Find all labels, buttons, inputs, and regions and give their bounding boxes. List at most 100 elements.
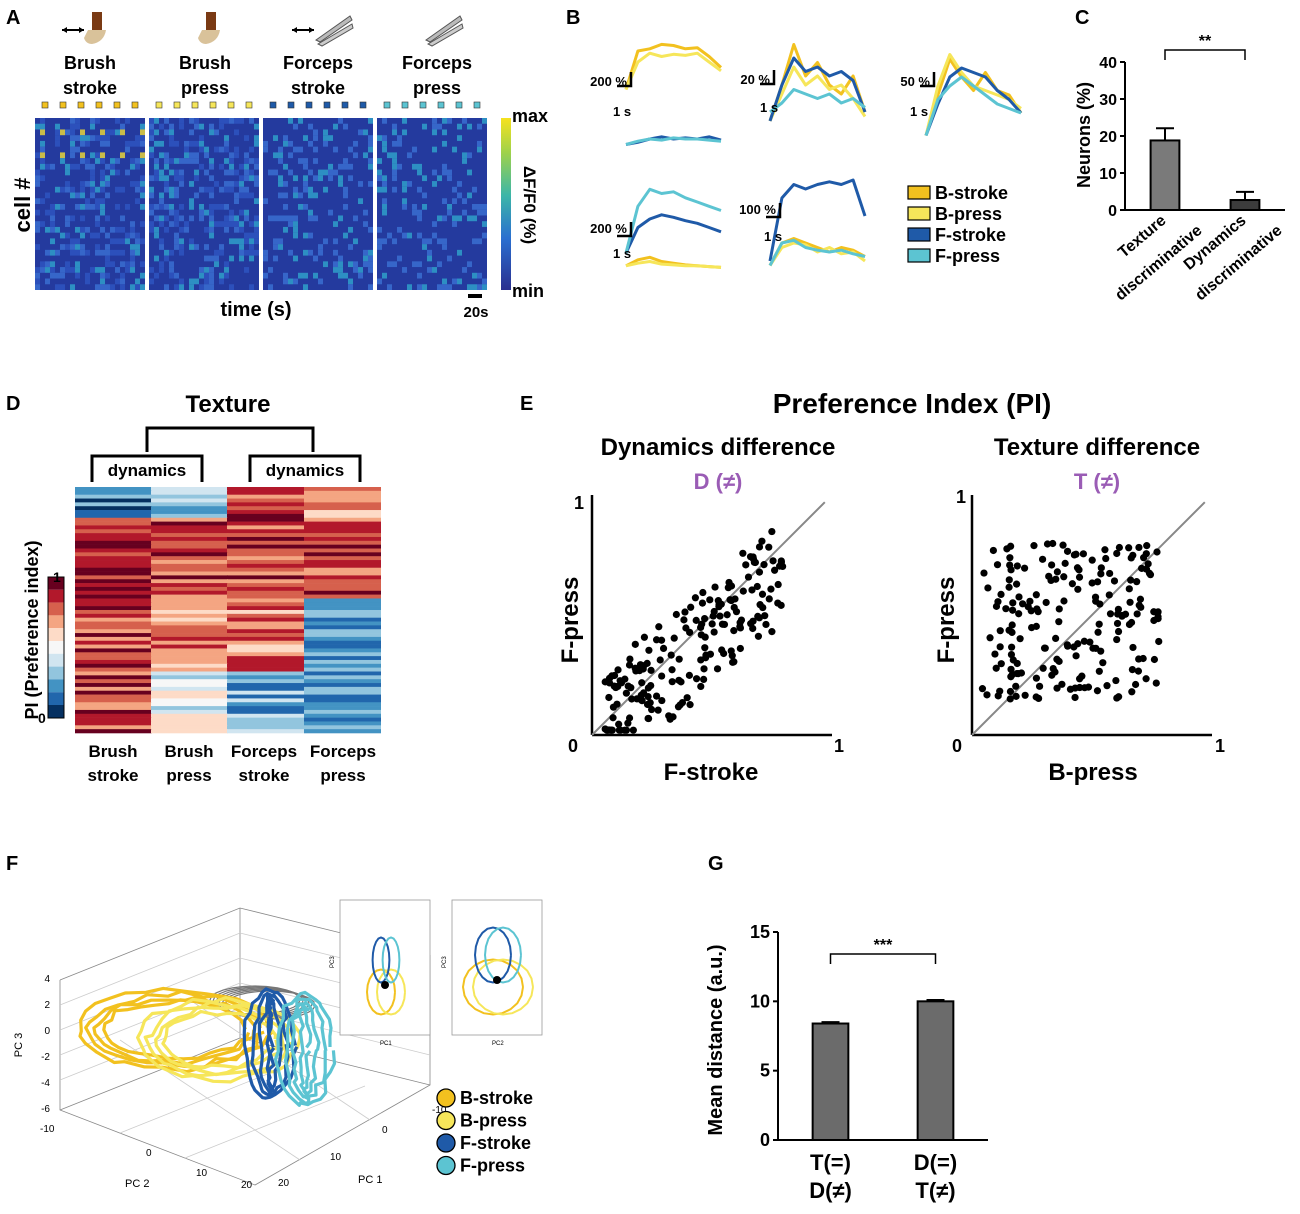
- heatmap-cell: [333, 169, 338, 176]
- heatmap-cell: [229, 284, 234, 290]
- heatmap-cell: [199, 209, 204, 216]
- heatmap-cell: [348, 163, 353, 170]
- heatmap-cell: [304, 575, 381, 580]
- heatmap-cell: [125, 169, 130, 176]
- heatmap-cell: [467, 152, 472, 159]
- stimulus-marker: [455, 101, 463, 109]
- heatmap-cell: [358, 129, 363, 136]
- heatmap-cell: [184, 158, 189, 164]
- calcium-heatmaps: [35, 118, 487, 290]
- heatmap-cell: [100, 181, 105, 187]
- heatmap-cell: [95, 204, 100, 210]
- data-point: [978, 685, 987, 693]
- data-point: [680, 616, 688, 624]
- heatmap-cell: [353, 152, 358, 159]
- heatmap-cell: [244, 152, 249, 159]
- data-point: [1080, 637, 1088, 645]
- heatmap-cell: [90, 169, 95, 176]
- heatmap-cell: [35, 152, 40, 159]
- heatmap-cell: [392, 186, 397, 193]
- data-point: [610, 671, 619, 680]
- heatmap-cell: [90, 192, 95, 199]
- heatmap-cell: [442, 140, 447, 147]
- data-point: [1042, 598, 1050, 607]
- heatmap-cell: [244, 192, 249, 199]
- heatmap-cell: [120, 284, 125, 290]
- data-point: [1150, 655, 1159, 664]
- heatmap-cell: [304, 644, 381, 649]
- heatmap-cell: [313, 135, 318, 141]
- data-point: [622, 689, 630, 697]
- data-point: [1061, 559, 1069, 567]
- inset1-ylabel: PC3: [330, 956, 336, 968]
- heatmap-cell: [50, 261, 55, 268]
- heatmap-cell: [273, 215, 278, 222]
- data-point: [1053, 568, 1061, 576]
- heatmap-cell: [80, 158, 85, 164]
- heatmap-cell: [151, 586, 228, 592]
- col-label-stroke-2: stroke: [238, 766, 289, 785]
- heatmap-cell: [377, 238, 382, 245]
- heatmap-cell: [417, 284, 422, 290]
- heatmap-cell: [149, 267, 154, 273]
- heatmap-cell: [95, 244, 100, 250]
- heatmap-cell: [100, 198, 105, 204]
- heatmap-cell: [227, 494, 304, 499]
- heatmap-cell: [204, 169, 209, 176]
- data-point: [983, 691, 991, 699]
- data-point: [754, 632, 763, 640]
- heatmap-cell: [227, 517, 304, 522]
- data-point: [1074, 585, 1082, 593]
- data-point: [739, 587, 747, 595]
- heatmap-cell: [227, 694, 304, 699]
- colorbar-segment: [48, 602, 64, 616]
- heatmap-cell: [382, 181, 387, 187]
- inset-trajectory: [371, 936, 391, 984]
- data-point: [670, 634, 678, 642]
- heatmap-cell: [382, 198, 387, 204]
- heatmap-cell: [263, 272, 268, 279]
- heatmap-cell: [130, 158, 135, 164]
- data-point: [1135, 601, 1143, 609]
- heatmap-cell: [353, 261, 358, 268]
- x-tick-label: discriminative: [1192, 222, 1285, 304]
- heatmap-cell: [115, 204, 120, 210]
- heatmap-cell: [115, 226, 120, 233]
- data-point: [1127, 576, 1135, 584]
- panel-letter-a: A: [6, 7, 20, 29]
- heatmap-cell: [244, 267, 249, 273]
- heatmap-cell: [303, 175, 308, 182]
- trace-2-b-press: [768, 65, 867, 122]
- data-point: [701, 644, 709, 652]
- e-left-ylabel: F-press: [557, 577, 584, 664]
- heatmap-cell: [219, 186, 224, 193]
- heatmap-cell: [304, 690, 381, 695]
- heatmap-cell: [65, 221, 70, 227]
- heatmap-cell: [204, 186, 209, 193]
- heatmap-cell: [50, 272, 55, 279]
- heatmap-cell: [214, 204, 219, 210]
- heatmap-cell: [204, 272, 209, 279]
- heatmap-cell: [115, 186, 120, 193]
- heatmap-cell: [35, 244, 40, 250]
- trajectory-f-press: [273, 990, 337, 1107]
- heatmap-cell: [227, 721, 304, 726]
- panel-a: Brush stroke Brush press Forceps stroke …: [10, 12, 548, 321]
- heatmap-cell: [293, 175, 298, 182]
- heatmap-cell: [75, 621, 152, 626]
- heatmap-cell: [343, 204, 348, 210]
- data-point: [647, 666, 655, 674]
- heatmap-cell: [85, 198, 90, 204]
- heatmap-cell: [442, 284, 447, 290]
- data-point: [723, 611, 731, 619]
- heatmap-cell: [304, 606, 381, 611]
- heatmap-cell: [179, 169, 184, 176]
- stimulus-marker: [41, 101, 49, 109]
- data-point: [1155, 637, 1163, 646]
- heatmap-cell: [60, 267, 65, 273]
- heatmap-cell: [75, 506, 152, 511]
- heatmap-cell: [338, 215, 343, 222]
- heatmap-cell: [80, 135, 85, 141]
- heatmap-cell: [60, 129, 65, 136]
- stimulus-marker: [227, 101, 235, 109]
